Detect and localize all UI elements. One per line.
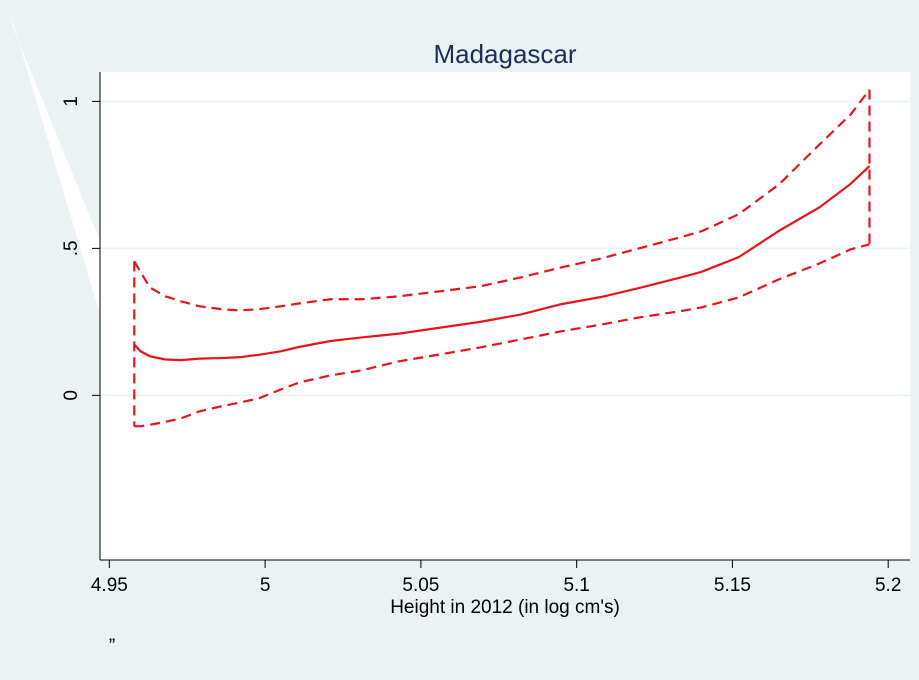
y-tick-label: 0	[61, 390, 82, 401]
x-tick-label: 4.95	[91, 575, 128, 596]
y-tick-label: 1	[61, 96, 82, 107]
ci-line	[134, 243, 870, 428]
x-tick-label: 5.05	[402, 575, 439, 596]
artifact	[8, 6, 128, 408]
x-tick-label: 5.1	[563, 575, 589, 596]
x-tick-label: 5.15	[714, 575, 751, 596]
plot-area	[100, 72, 910, 560]
y-tick-label: .5	[61, 240, 82, 256]
caption: ”	[109, 636, 115, 657]
x-tick-label: 5	[260, 575, 271, 596]
estimate-line	[133, 165, 871, 362]
x-axis-label: Height in 2012 (in log cm's)	[390, 597, 620, 618]
x-tick-label: 5.2	[875, 575, 901, 596]
chart-title: Madagascar	[433, 39, 576, 69]
ci-line	[133, 88, 871, 312]
